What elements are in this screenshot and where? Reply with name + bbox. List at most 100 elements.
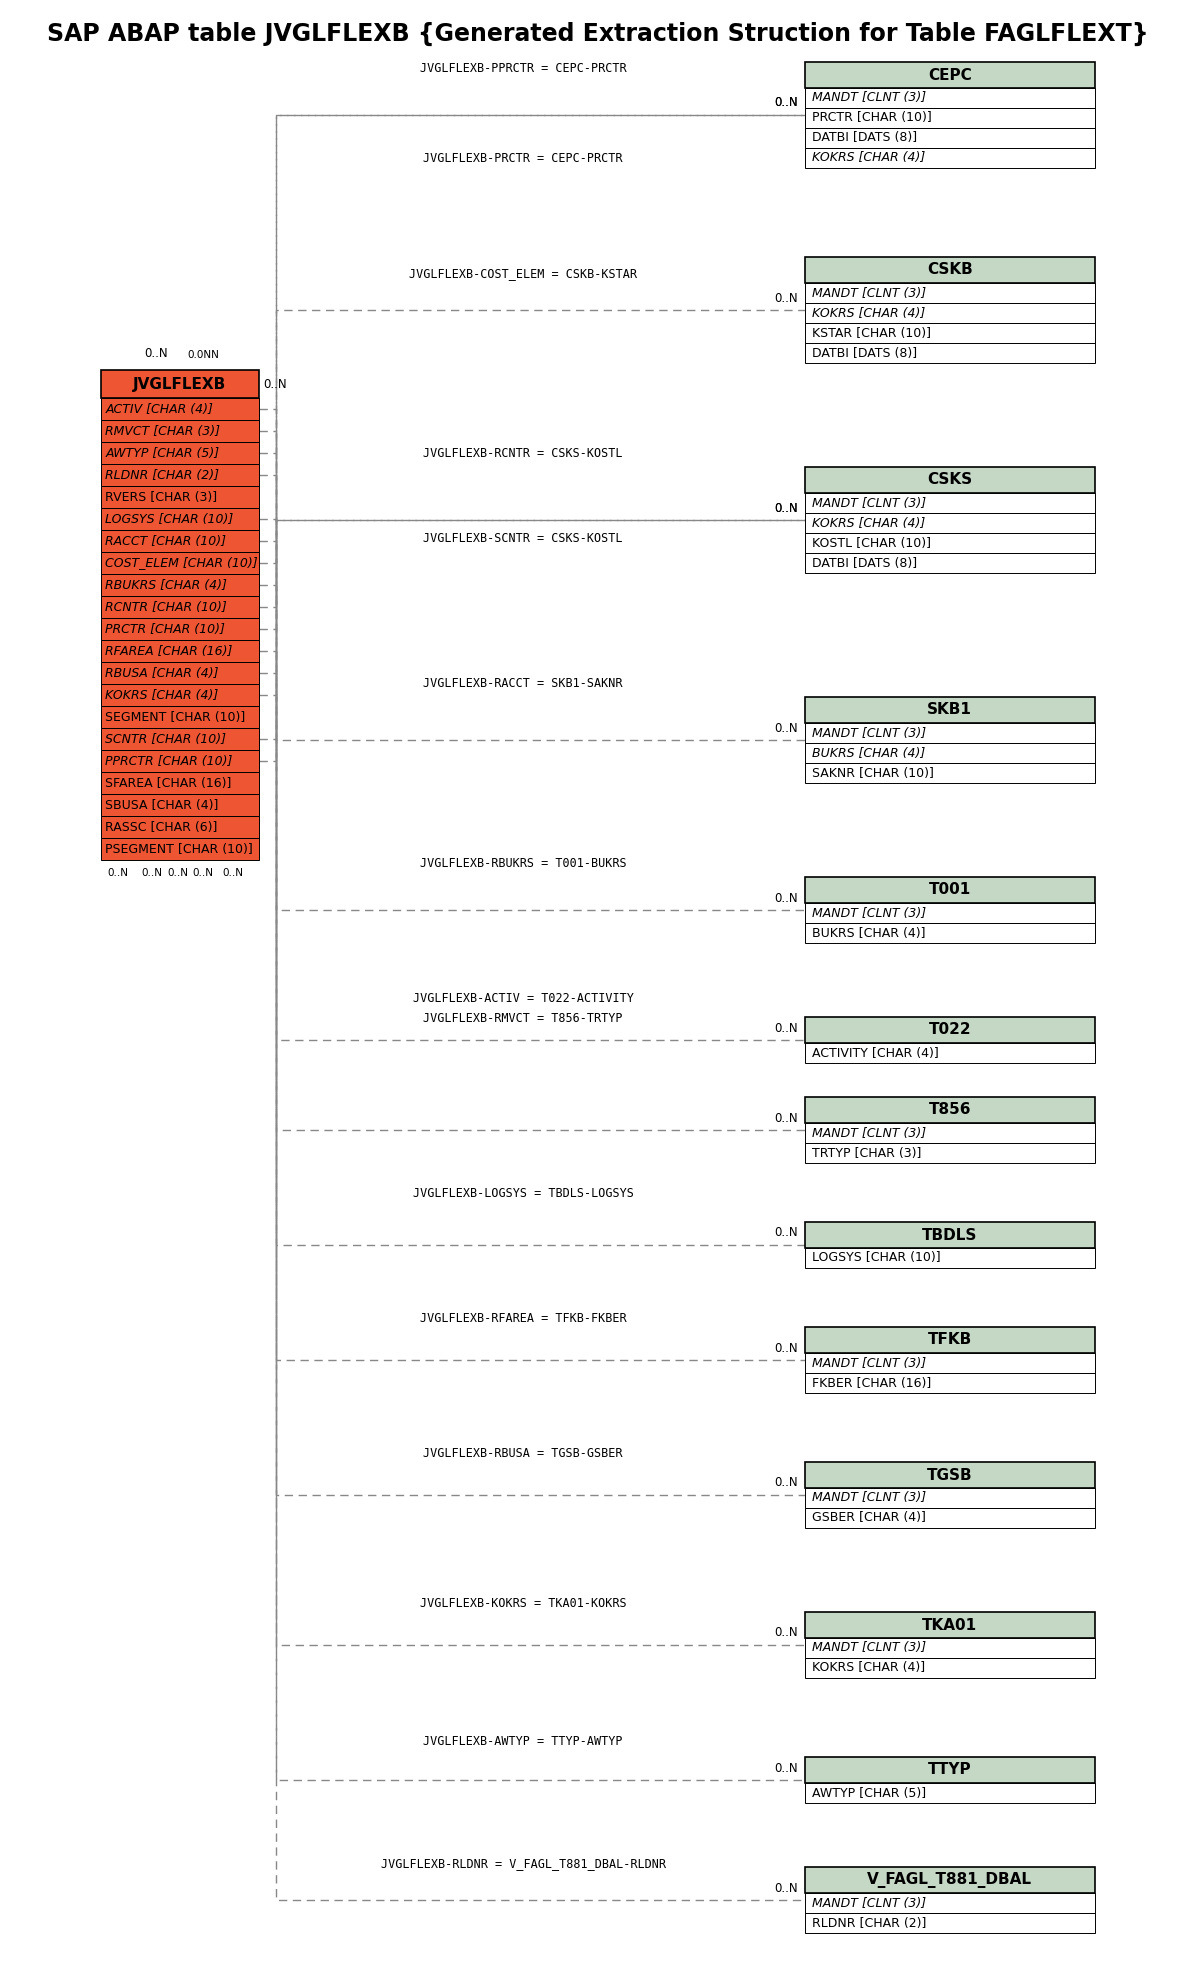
Text: JVGLFLEXB-RMVCT = T856-TRTYP: JVGLFLEXB-RMVCT = T856-TRTYP: [423, 1012, 623, 1025]
FancyBboxPatch shape: [100, 508, 259, 529]
FancyBboxPatch shape: [804, 1507, 1095, 1527]
Text: KSTAR [CHAR (10)]: KSTAR [CHAR (10)]: [811, 327, 931, 340]
Text: KOKRS [CHAR (4)]: KOKRS [CHAR (4)]: [811, 152, 925, 165]
FancyBboxPatch shape: [100, 370, 259, 398]
Text: SAP ABAP table JVGLFLEXB {Generated Extraction Struction for Table FAGLFLEXT}: SAP ABAP table JVGLFLEXB {Generated Extr…: [47, 22, 1148, 45]
Text: V_FAGL_T881_DBAL: V_FAGL_T881_DBAL: [868, 1872, 1032, 1887]
Text: CSKB: CSKB: [927, 262, 973, 277]
Text: DATBI [DATS (8)]: DATBI [DATS (8)]: [811, 346, 917, 360]
Text: KOKRS [CHAR (4)]: KOKRS [CHAR (4)]: [811, 516, 925, 529]
Text: TBDLS: TBDLS: [923, 1228, 978, 1242]
Text: JVGLFLEXB-SCNTR = CSKS-KOSTL: JVGLFLEXB-SCNTR = CSKS-KOSTL: [423, 531, 623, 545]
Text: RVERS [CHAR (3)]: RVERS [CHAR (3)]: [105, 490, 217, 504]
FancyBboxPatch shape: [804, 1488, 1095, 1507]
Text: MANDT [CLNT (3)]: MANDT [CLNT (3)]: [811, 1492, 926, 1504]
Text: 0..N: 0..N: [774, 1112, 798, 1124]
Text: 0..N: 0..N: [774, 1626, 798, 1639]
Text: MANDT [CLNT (3)]: MANDT [CLNT (3)]: [811, 1897, 926, 1909]
FancyBboxPatch shape: [804, 89, 1095, 108]
FancyBboxPatch shape: [804, 1222, 1095, 1248]
Text: JVGLFLEXB-RLDNR = V_FAGL_T881_DBAL-RLDNR: JVGLFLEXB-RLDNR = V_FAGL_T881_DBAL-RLDNR: [381, 1858, 666, 1870]
Text: MANDT [CLNT (3)]: MANDT [CLNT (3)]: [811, 1126, 926, 1139]
Text: MANDT [CLNT (3)]: MANDT [CLNT (3)]: [811, 1641, 926, 1655]
Text: MANDT [CLNT (3)]: MANDT [CLNT (3)]: [811, 91, 926, 104]
Text: 0..N: 0..N: [108, 868, 129, 878]
Text: 0..N: 0..N: [774, 96, 798, 110]
Text: T856: T856: [929, 1102, 972, 1118]
FancyBboxPatch shape: [100, 575, 259, 596]
Text: 0..N: 0..N: [192, 868, 214, 878]
Text: T001: T001: [929, 882, 970, 897]
Text: MANDT [CLNT (3)]: MANDT [CLNT (3)]: [811, 1356, 926, 1370]
Text: KOSTL [CHAR (10)]: KOSTL [CHAR (10)]: [811, 537, 931, 549]
Text: RASSC [CHAR (6)]: RASSC [CHAR (6)]: [105, 821, 217, 834]
FancyBboxPatch shape: [100, 771, 259, 793]
FancyBboxPatch shape: [804, 744, 1095, 764]
Text: DATBI [DATS (8)]: DATBI [DATS (8)]: [811, 557, 917, 569]
Text: RLDNR [CHAR (2)]: RLDNR [CHAR (2)]: [105, 468, 219, 482]
FancyBboxPatch shape: [804, 1657, 1095, 1679]
Text: MANDT [CLNT (3)]: MANDT [CLNT (3)]: [811, 287, 926, 299]
FancyBboxPatch shape: [100, 529, 259, 551]
FancyBboxPatch shape: [804, 1017, 1095, 1043]
Text: 0..N: 0..N: [774, 892, 798, 905]
FancyBboxPatch shape: [100, 750, 259, 771]
Text: AWTYP [CHAR (5)]: AWTYP [CHAR (5)]: [811, 1787, 926, 1799]
Text: FKBER [CHAR (16)]: FKBER [CHAR (16)]: [811, 1376, 931, 1389]
Text: TTYP: TTYP: [929, 1763, 972, 1777]
FancyBboxPatch shape: [804, 722, 1095, 744]
Text: MANDT [CLNT (3)]: MANDT [CLNT (3)]: [811, 907, 926, 919]
Text: JVGLFLEXB-AWTYP = TTYP-AWTYP: JVGLFLEXB-AWTYP = TTYP-AWTYP: [423, 1736, 623, 1748]
Text: PSEGMENT [CHAR (10)]: PSEGMENT [CHAR (10)]: [105, 842, 253, 856]
FancyBboxPatch shape: [804, 1913, 1095, 1933]
FancyBboxPatch shape: [804, 1757, 1095, 1783]
Text: TFKB: TFKB: [927, 1332, 972, 1348]
FancyBboxPatch shape: [100, 464, 259, 486]
FancyBboxPatch shape: [804, 1143, 1095, 1163]
FancyBboxPatch shape: [100, 398, 259, 419]
Text: 0..N: 0..N: [774, 1021, 798, 1035]
FancyBboxPatch shape: [804, 533, 1095, 553]
Text: JVGLFLEXB-COST_ELEM = CSKB-KSTAR: JVGLFLEXB-COST_ELEM = CSKB-KSTAR: [409, 268, 637, 279]
FancyBboxPatch shape: [804, 128, 1095, 148]
Text: RLDNR [CHAR (2)]: RLDNR [CHAR (2)]: [811, 1917, 926, 1929]
Text: 0..N: 0..N: [774, 291, 798, 305]
FancyBboxPatch shape: [804, 258, 1095, 283]
Text: JVGLFLEXB-RCNTR = CSKS-KOSTL: JVGLFLEXB-RCNTR = CSKS-KOSTL: [423, 447, 623, 461]
FancyBboxPatch shape: [804, 553, 1095, 573]
Text: DATBI [DATS (8)]: DATBI [DATS (8)]: [811, 132, 917, 144]
Text: JVGLFLEXB-KOKRS = TKA01-KOKRS: JVGLFLEXB-KOKRS = TKA01-KOKRS: [419, 1596, 626, 1610]
Text: ACTIVITY [CHAR (4)]: ACTIVITY [CHAR (4)]: [811, 1047, 938, 1059]
Text: JVGLFLEXB: JVGLFLEXB: [133, 376, 227, 392]
Text: AWTYP [CHAR (5)]: AWTYP [CHAR (5)]: [105, 447, 220, 459]
Text: LOGSYS [CHAR (10)]: LOGSYS [CHAR (10)]: [811, 1252, 940, 1265]
FancyBboxPatch shape: [804, 514, 1095, 533]
Text: SCNTR [CHAR (10)]: SCNTR [CHAR (10)]: [105, 732, 226, 746]
Text: KOKRS [CHAR (4)]: KOKRS [CHAR (4)]: [105, 689, 219, 701]
FancyBboxPatch shape: [804, 342, 1095, 362]
Text: JVGLFLEXB-LOGSYS = TBDLS-LOGSYS: JVGLFLEXB-LOGSYS = TBDLS-LOGSYS: [412, 1187, 633, 1200]
Text: BUKRS [CHAR (4)]: BUKRS [CHAR (4)]: [811, 746, 925, 760]
Text: JVGLFLEXB-ACTIV = T022-ACTIVITY: JVGLFLEXB-ACTIV = T022-ACTIVITY: [412, 992, 633, 1006]
Text: JVGLFLEXB-PRCTR = CEPC-PRCTR: JVGLFLEXB-PRCTR = CEPC-PRCTR: [423, 152, 623, 165]
Text: 0..N: 0..N: [263, 378, 287, 390]
Text: ACTIV [CHAR (4)]: ACTIV [CHAR (4)]: [105, 403, 213, 415]
FancyBboxPatch shape: [804, 1096, 1095, 1124]
Text: JVGLFLEXB-RFAREA = TFKB-FKBER: JVGLFLEXB-RFAREA = TFKB-FKBER: [419, 1313, 626, 1324]
Text: JVGLFLEXB-RBUSA = TGSB-GSBER: JVGLFLEXB-RBUSA = TGSB-GSBER: [423, 1446, 623, 1460]
FancyBboxPatch shape: [804, 1326, 1095, 1354]
FancyBboxPatch shape: [804, 283, 1095, 303]
FancyBboxPatch shape: [804, 108, 1095, 128]
Text: 0..N: 0..N: [774, 1342, 798, 1354]
FancyBboxPatch shape: [100, 793, 259, 817]
Text: MANDT [CLNT (3)]: MANDT [CLNT (3)]: [811, 726, 926, 740]
FancyBboxPatch shape: [804, 697, 1095, 722]
FancyBboxPatch shape: [804, 1248, 1095, 1267]
Text: TKA01: TKA01: [923, 1618, 978, 1633]
FancyBboxPatch shape: [100, 640, 259, 661]
Text: BUKRS [CHAR (4)]: BUKRS [CHAR (4)]: [811, 927, 925, 939]
Text: JVGLFLEXB-RBUKRS = T001-BUKRS: JVGLFLEXB-RBUKRS = T001-BUKRS: [419, 856, 626, 870]
Text: 0..N: 0..N: [145, 346, 168, 360]
FancyBboxPatch shape: [804, 1893, 1095, 1913]
Text: PPRCTR [CHAR (10)]: PPRCTR [CHAR (10)]: [105, 754, 233, 768]
